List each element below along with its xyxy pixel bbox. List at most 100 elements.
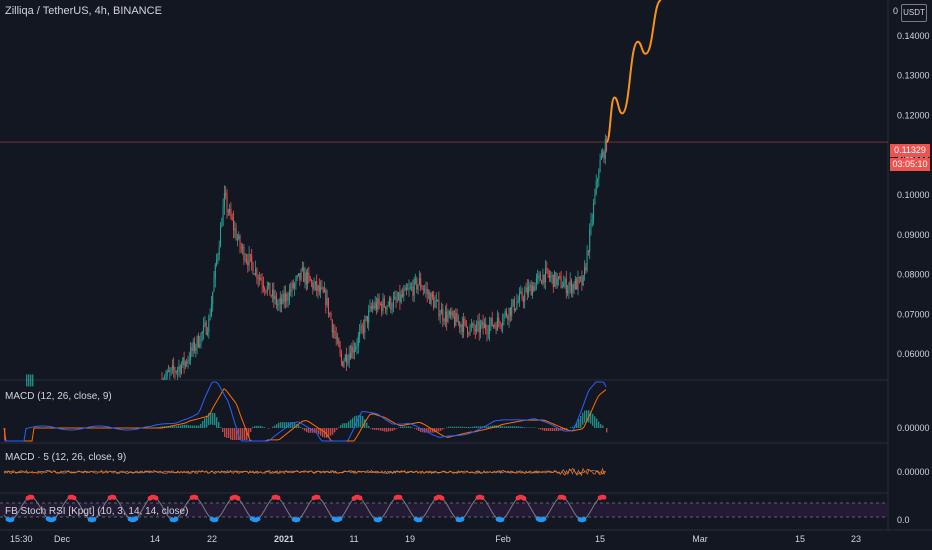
macd-histogram-bar (556, 428, 558, 431)
candle-body (411, 287, 413, 288)
candle-body (171, 365, 173, 369)
stoch-overbought-dot (315, 494, 321, 500)
macd-histogram-bar (254, 425, 256, 428)
macd-histogram-bar (264, 427, 266, 428)
price-axis-tick: 0.10000 (897, 190, 930, 200)
macd-histogram-bar (298, 425, 300, 428)
candle-body (400, 294, 402, 303)
candle-body (344, 354, 346, 362)
stoch-zero-label: 0.0 (897, 515, 910, 525)
macd-histogram-bar (370, 428, 372, 429)
macd5-zero-label: 0.00000 (897, 467, 930, 477)
macd-histogram-bar (332, 428, 334, 435)
stoch-rsi-pane-label[interactable]: FB Stoch RSI [Kpgt] (10, 3, 14, 14, clos… (5, 506, 189, 517)
stoch-oversold-dot (133, 516, 139, 521)
candle-body (233, 219, 234, 230)
candle-body (526, 287, 528, 295)
currency-button[interactable]: USDT (901, 4, 927, 22)
candle-body (530, 284, 532, 296)
time-axis-label: Mar (692, 534, 708, 544)
candle-body (520, 291, 522, 294)
candle-body (547, 268, 549, 275)
macd-histogram-bar (432, 428, 434, 433)
candle-body (581, 277, 583, 286)
candle-body (435, 300, 437, 302)
candle-body (236, 238, 238, 240)
candle-body (248, 254, 250, 266)
candle-body (561, 287, 563, 288)
candle-body (535, 278, 537, 284)
macd-histogram-bar (26, 374, 28, 387)
candle-body (368, 310, 370, 324)
candle-body (356, 346, 358, 347)
candle-body (383, 298, 385, 307)
price-axis-tick: 0.14000 (897, 31, 930, 41)
symbol-title[interactable]: Zilliqa / TetherUS, 4h, BINANCE (5, 5, 162, 17)
macd-histogram-bar (458, 426, 460, 428)
candle-body (595, 180, 597, 194)
macd-histogram-bar (406, 426, 408, 428)
candle-body (221, 225, 223, 227)
macd5-pane-label[interactable]: MACD · 5 (12, 26, close, 9) (5, 452, 127, 463)
macd-histogram-bar (346, 423, 348, 428)
candle-body (574, 279, 576, 289)
candle-body (287, 300, 289, 302)
candle-body (355, 346, 357, 350)
macd-histogram-bar (538, 428, 540, 429)
candle-body (524, 292, 526, 302)
candle-body (352, 346, 354, 353)
price-axis-tick: 0.12000 (897, 110, 930, 120)
stoch-overbought-dot (29, 494, 35, 500)
price-axis-tick: 0.09000 (897, 230, 930, 240)
candle-body (442, 309, 444, 321)
macd-histogram-bar (430, 428, 432, 433)
time-axis-label: 23 (851, 534, 861, 544)
candle-body (327, 297, 329, 314)
macd-histogram-bar (294, 423, 296, 428)
candle-body (546, 267, 548, 269)
candle-body (395, 296, 397, 301)
candle-body (481, 321, 483, 325)
macd-histogram-bar (250, 428, 252, 432)
macd-pane-label[interactable]: MACD (12, 26, close, 9) (5, 391, 112, 402)
macd-histogram-bar (290, 422, 292, 428)
candle-body (170, 368, 172, 372)
macd-histogram-bar (368, 426, 370, 428)
macd-histogram-bar (240, 428, 242, 440)
stoch-oversold-dot (91, 517, 97, 522)
macd-histogram-bar (214, 413, 216, 426)
macd-histogram-bar (274, 425, 276, 428)
macd-histogram-bar (208, 413, 210, 426)
candle-body (351, 346, 353, 359)
macd-histogram-bar (468, 426, 470, 428)
price-axis-tick: 0.06000 (897, 349, 930, 359)
macd-histogram-bar (334, 428, 336, 433)
macd-histogram-bar (506, 426, 508, 428)
macd-histogram-bar (476, 426, 478, 428)
macd-histogram-bar (576, 422, 578, 428)
candle-body (439, 314, 441, 317)
candle-body (210, 303, 212, 317)
candle-body (277, 304, 279, 306)
candle-body (316, 281, 318, 291)
time-axis-label: Feb (495, 534, 511, 544)
candle-body (504, 311, 506, 315)
macd-histogram-bar (342, 423, 344, 428)
candle-body (421, 287, 423, 289)
macd-histogram-bar (550, 428, 552, 431)
candle-body (534, 283, 536, 291)
macd5-line (3, 467, 606, 477)
macd-histogram-bar (486, 426, 488, 428)
macd-histogram-bar (176, 426, 178, 428)
candle-body (491, 317, 493, 327)
candle-body (377, 298, 379, 310)
candle-body (312, 282, 314, 290)
candle-body (227, 210, 229, 213)
candle-body (346, 354, 348, 364)
macd-histogram-bar (602, 425, 604, 428)
macd-histogram-bar (546, 428, 548, 431)
macd-histogram-bar (554, 428, 556, 431)
candle-body (483, 323, 485, 329)
candle-body (391, 307, 393, 310)
